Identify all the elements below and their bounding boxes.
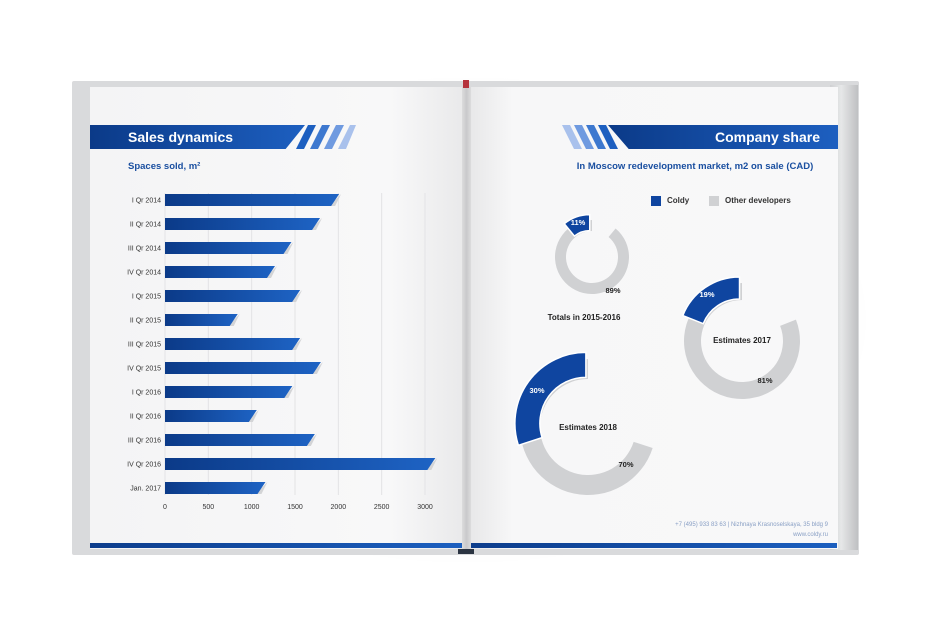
- bar-shadow: [282, 386, 295, 398]
- spaces-sold-subtitle: Spaces sold, m²: [128, 161, 201, 172]
- bookmark-tail: [458, 549, 474, 554]
- category-label: II Qr 2016: [130, 414, 161, 421]
- bar: [165, 266, 275, 278]
- category-label: I Qr 2014: [132, 198, 161, 205]
- right-bottom-band: [471, 543, 837, 548]
- market-subtitle: In Moscow redevelopment market, m2 on sa…: [576, 161, 814, 172]
- legend-other-swatch: [709, 196, 719, 206]
- x-tick-label: 1500: [287, 504, 303, 511]
- donut-chart: 11% 89% Totals in 2015-2016: [548, 213, 629, 322]
- category-label: III Qr 2016: [128, 438, 161, 445]
- bookmark-ribbon: [463, 80, 469, 88]
- category-label: I Qr 2015: [132, 294, 161, 301]
- category-label: II Qr 2015: [130, 318, 161, 325]
- legend-coldy: Coldy: [651, 196, 689, 206]
- slice-label-other: 89%: [605, 286, 620, 295]
- bar: [165, 410, 257, 422]
- footer-address: +7 (495) 933 83 63 | Nizhnaya Krasnosels…: [675, 522, 828, 528]
- category-label: I Qr 2016: [132, 390, 161, 397]
- category-label: II Qr 2014: [130, 222, 161, 229]
- x-tick-label: 0: [163, 504, 167, 511]
- footer-contact: +7 (495) 933 83 63 | Nizhnaya Krasnosels…: [640, 520, 828, 540]
- donut-slice-other: [520, 359, 653, 495]
- sales-dynamics-title: Sales dynamics: [90, 125, 305, 149]
- company-share-title: Company share: [608, 125, 838, 149]
- left-page: [90, 87, 465, 549]
- category-label: IV Qr 2015: [127, 366, 161, 373]
- bar: [165, 362, 321, 374]
- donut-title: Estimates 2017: [713, 336, 771, 345]
- right-title-stripes: [562, 125, 618, 149]
- category-label: Jan. 2017: [130, 486, 161, 493]
- bar-shadow: [310, 218, 323, 230]
- slice-label-other: 81%: [757, 376, 772, 385]
- bar: [165, 314, 238, 326]
- x-tick-label: 500: [202, 504, 214, 511]
- donut-title: Estimates 2018: [559, 423, 617, 432]
- donut-title: Totals in 2015-2016: [548, 313, 621, 322]
- bar: [165, 194, 340, 206]
- x-tick-label: 2500: [374, 504, 390, 511]
- bar: [165, 290, 301, 302]
- slice-label-coldy: 19%: [699, 290, 714, 299]
- bar: [165, 386, 293, 398]
- donut-slice-coldy: [514, 351, 587, 447]
- category-label: III Qr 2015: [128, 342, 161, 349]
- donut-charts: 11% 89% Totals in 2015-2016 19% 81% Estimates…: [514, 213, 800, 495]
- donut-slice-coldy: [563, 213, 591, 238]
- bar: [165, 482, 266, 494]
- sales-bar-chart: 0 500 1000 1500 2000 2500 3000 I Qr 2014 II Qr 2…: [127, 193, 438, 511]
- x-tick-label: 2000: [331, 504, 347, 511]
- right-page: [468, 87, 838, 549]
- left-bottom-band: [90, 543, 462, 548]
- slice-label-other: 70%: [618, 460, 633, 469]
- slice-label-coldy: 30%: [529, 386, 544, 395]
- bar: [165, 218, 321, 230]
- donut-slice-other: [684, 283, 800, 399]
- legend-coldy-label: Coldy: [667, 196, 690, 206]
- donut-slice-coldy: [681, 276, 741, 325]
- bar: [165, 242, 292, 254]
- donut-chart: 30% 70% Estimates 2018: [514, 351, 653, 495]
- x-tick-label: 1000: [244, 504, 260, 511]
- left-title-stripes: [296, 125, 356, 149]
- x-tick-label: 3000: [417, 504, 433, 511]
- slice-label-coldy: 11%: [571, 218, 586, 227]
- footer-website: www.coldy.ru: [793, 532, 828, 538]
- book-spine: [462, 85, 471, 553]
- legend-coldy-swatch: [651, 196, 661, 206]
- donut-chart: 19% 81% Estimates 2017: [681, 276, 800, 399]
- legend-other-label: Other developers: [725, 196, 791, 206]
- category-label: IV Qr 2014: [127, 270, 161, 277]
- category-label: IV Qr 2016: [127, 462, 161, 469]
- category-label: III Qr 2014: [128, 246, 161, 253]
- bar: [165, 434, 315, 446]
- bar: [165, 338, 301, 350]
- legend-other: Other developers: [709, 196, 791, 206]
- donut-slice-other: [555, 220, 629, 294]
- bar: [165, 458, 436, 470]
